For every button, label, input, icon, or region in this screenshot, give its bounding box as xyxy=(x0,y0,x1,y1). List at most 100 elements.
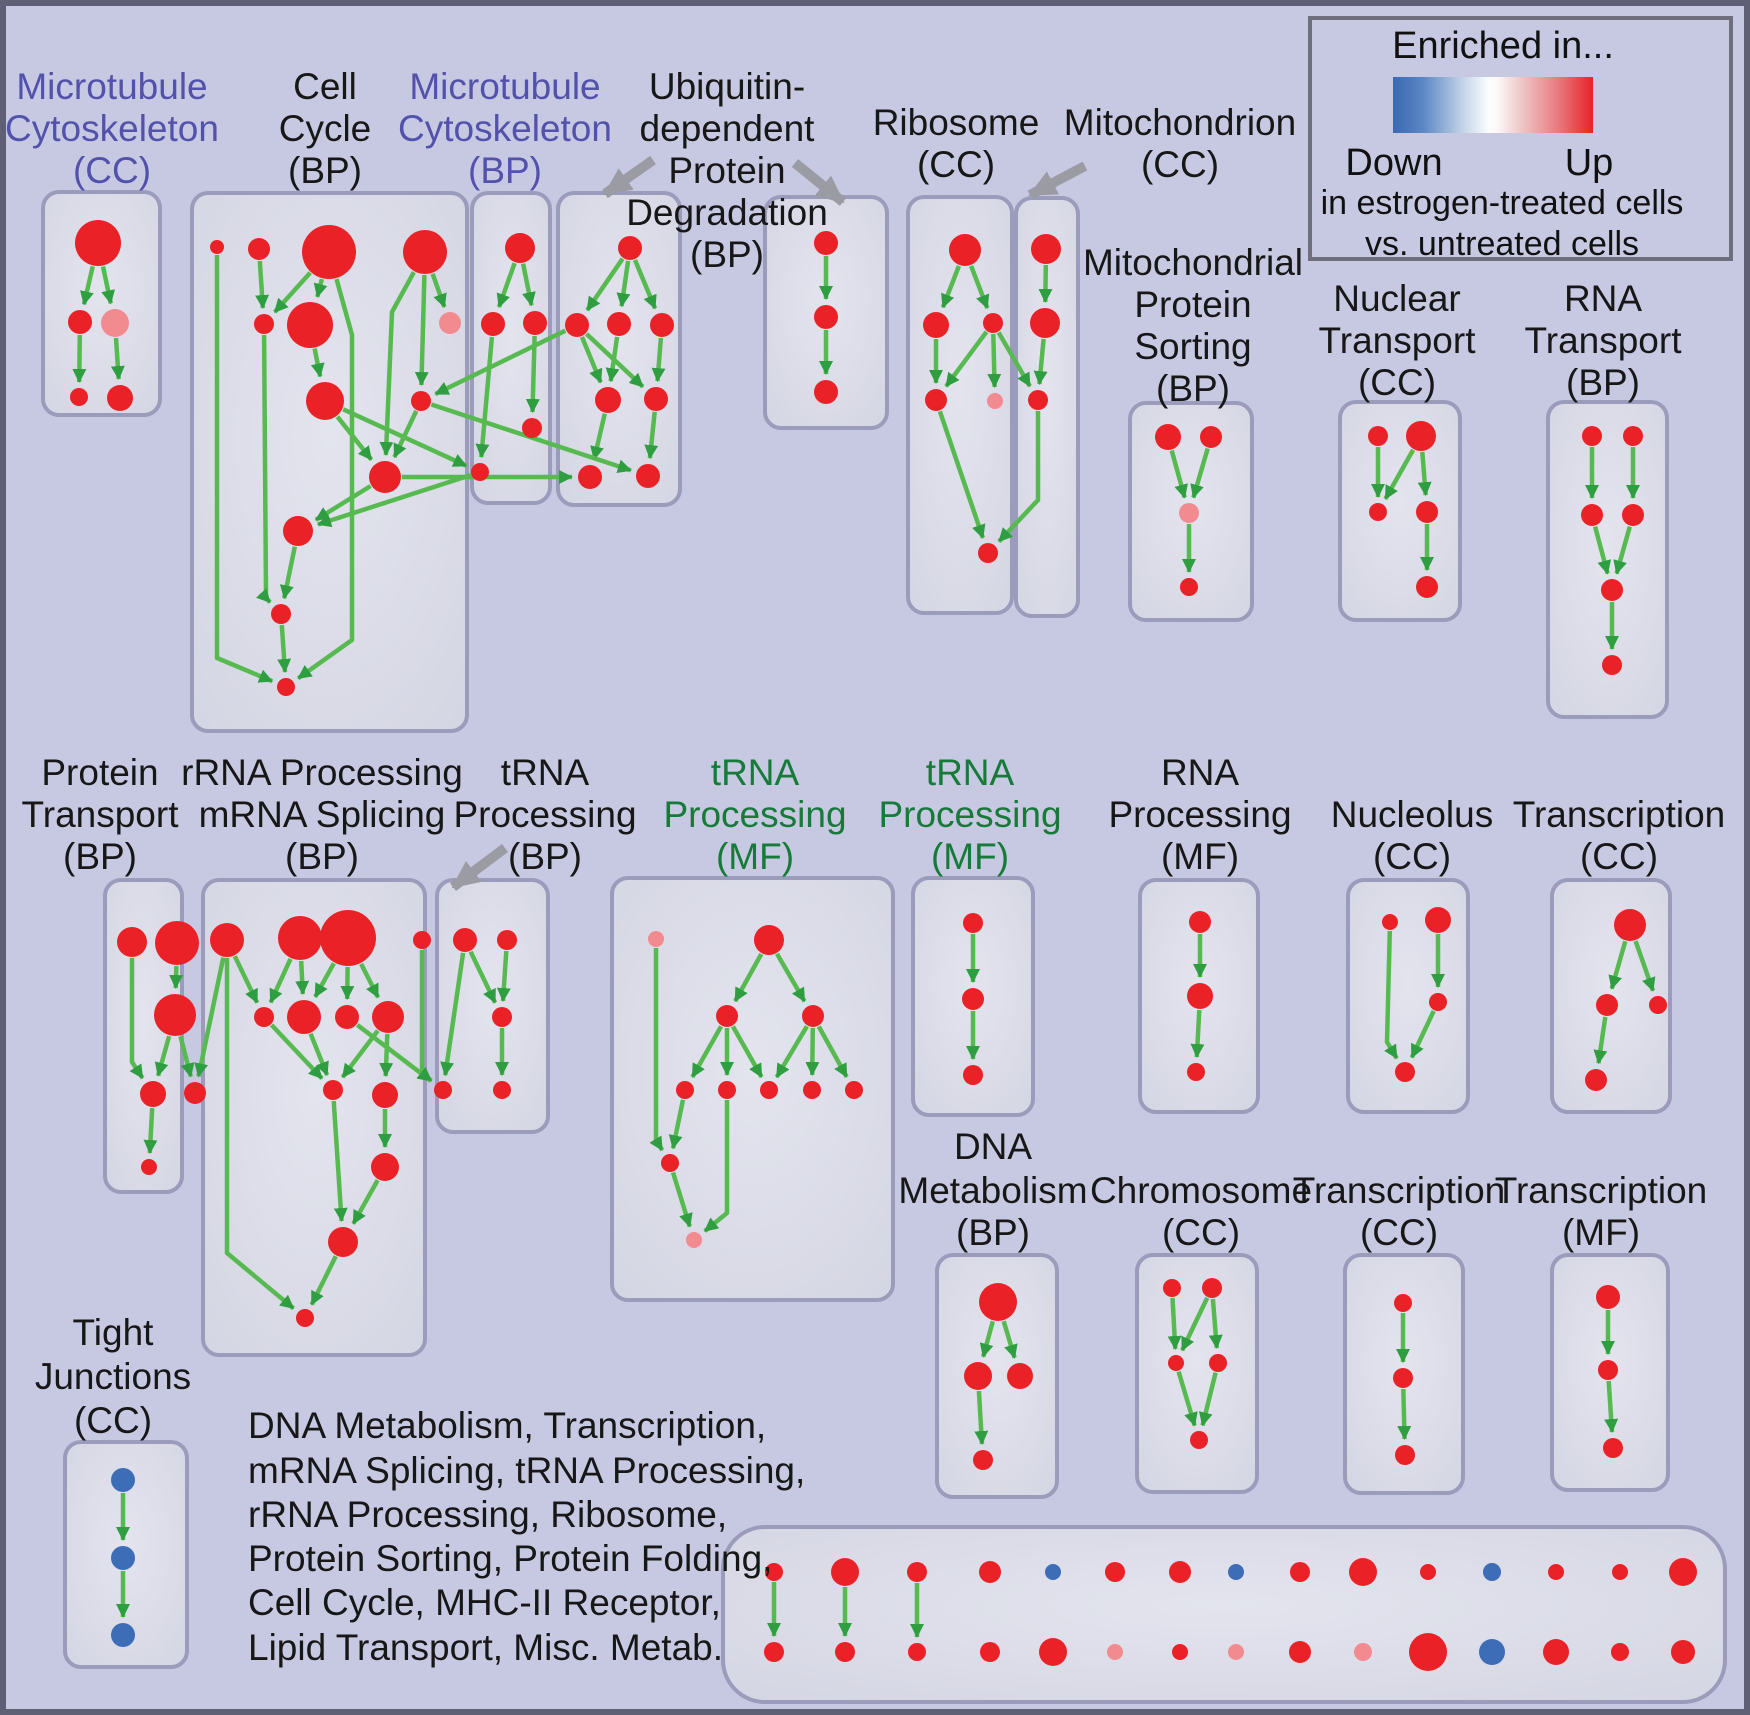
node-g10-mr xyxy=(1622,504,1644,526)
node-g2-n10 xyxy=(369,461,401,493)
edge-arrow xyxy=(775,952,807,1003)
grid-node-bottom-15 xyxy=(1671,1640,1695,1664)
grid-node-bottom-1 xyxy=(764,1642,784,1662)
edge-arrow xyxy=(1397,1388,1412,1440)
group-label-g2-line2: Cycle xyxy=(279,108,372,149)
edge-arrow xyxy=(414,274,429,386)
node-g14-b3 xyxy=(760,1081,778,1099)
node-g21-a xyxy=(1394,1294,1412,1312)
node-g14-b4 xyxy=(803,1081,821,1099)
edge-arrow xyxy=(434,328,567,397)
edge-arrow xyxy=(1613,525,1632,575)
node-g12-I xyxy=(320,910,376,966)
node-g18-lr xyxy=(1649,996,1667,1014)
group-label-g3-line3: (BP) xyxy=(468,150,542,191)
edge-arrow xyxy=(997,411,1041,543)
group-label-g1-line1: Microtubule xyxy=(16,66,207,107)
node-g10-ml xyxy=(1581,504,1603,526)
group-label-g11-line2: Transport xyxy=(22,794,180,835)
edge-arrow xyxy=(194,957,226,1078)
node-g5-c2 xyxy=(814,305,838,329)
edge-arrow xyxy=(268,957,293,1004)
node-g9-ll xyxy=(1369,503,1387,521)
node-g2-n8 xyxy=(306,382,344,420)
node-g15-a xyxy=(963,913,983,933)
group-label-g21-line1: Transcription xyxy=(1293,1170,1505,1211)
node-g13-q xyxy=(434,1081,452,1099)
node-g8-a xyxy=(1155,424,1181,450)
node-g5-c1 xyxy=(814,231,838,255)
group-label-g23-line2: Junctions xyxy=(35,1356,191,1397)
edge-arrow xyxy=(1167,1297,1182,1350)
group-label-g10-line3: (BP) xyxy=(1566,362,1640,403)
grid-node-top-13 xyxy=(1548,1564,1564,1580)
edge-arrow xyxy=(214,255,274,684)
edge-arrow xyxy=(1608,940,1628,990)
node-g17-br xyxy=(1425,907,1451,933)
grid-node-bottom-4 xyxy=(980,1642,1000,1662)
misc-note-line3: rRNA Processing, Ribosome, xyxy=(248,1494,727,1535)
node-g2-n12 xyxy=(283,516,313,546)
node-g9-lr xyxy=(1416,501,1438,523)
node-g6-top xyxy=(949,234,981,266)
edge-arrow xyxy=(379,1033,394,1077)
node-g12-G xyxy=(210,923,244,957)
edge-arrow xyxy=(816,1025,849,1078)
node-g10-b xyxy=(1602,655,1622,675)
node-g3-br xyxy=(522,418,542,438)
group-label-g1-line2: Cytoskeleton xyxy=(5,108,219,149)
node-g14-tp xyxy=(754,925,784,955)
node-g19-l xyxy=(964,1362,992,1390)
edge-arrow xyxy=(1190,1009,1205,1058)
node-g12-K xyxy=(254,1007,274,1027)
node-g14-b1 xyxy=(676,1081,694,1099)
node-g14-b2 xyxy=(718,1081,736,1099)
group-label-g16-line1: RNA xyxy=(1161,752,1239,793)
group-label-g7-line2: (CC) xyxy=(1141,144,1219,185)
group-label-g9-line3: (CC) xyxy=(1358,362,1436,403)
node-g11-a xyxy=(117,927,147,957)
node-g16-c xyxy=(1187,1063,1205,1081)
grid-node-bottom-9 xyxy=(1289,1641,1311,1663)
edge-arrow xyxy=(342,407,468,468)
node-g2-n13 xyxy=(271,604,291,624)
node-g22-b xyxy=(1598,1360,1618,1380)
group-label-g20-line2: (CC) xyxy=(1162,1212,1240,1253)
group-label-g11-line3: (BP) xyxy=(63,836,137,877)
node-g17-b xyxy=(1395,1062,1415,1082)
node-g12-N xyxy=(372,1001,404,1033)
node-g4-mc xyxy=(607,312,631,336)
node-g11-f xyxy=(141,1159,157,1175)
group-label-g13-line2: Processing xyxy=(453,794,636,835)
edge-arrow xyxy=(940,265,961,309)
edge-arrow xyxy=(1417,451,1432,497)
group-label-g8-line3: Sorting xyxy=(1134,326,1251,367)
grid-node-bottom-10 xyxy=(1354,1643,1372,1661)
grid-node-top-4 xyxy=(979,1561,1001,1583)
node-g14-ml xyxy=(716,1005,738,1027)
group-label-g15-line3: (MF) xyxy=(931,836,1009,877)
node-g9-b xyxy=(1416,576,1438,598)
edge-arrow xyxy=(277,624,292,673)
node-g17-m xyxy=(1429,993,1447,1011)
edge-arrow xyxy=(440,952,466,1077)
group-label-g4-line5: (BP) xyxy=(690,234,764,275)
group-label-g4-line3: Protein xyxy=(668,150,785,191)
node-g6-rp xyxy=(987,393,1003,409)
edge-arrow xyxy=(309,1255,338,1306)
grid-node-top-9 xyxy=(1290,1562,1310,1582)
group-label-g14-line1: tRNA xyxy=(711,752,800,793)
node-g1-d xyxy=(70,388,88,406)
edge-arrow xyxy=(1633,940,1656,992)
node-g18-b xyxy=(1585,1069,1607,1091)
node-g14-mr xyxy=(802,1005,824,1027)
node-g2-n9 xyxy=(411,391,431,411)
edge-arrow xyxy=(1604,1380,1619,1433)
edge-arrow xyxy=(100,266,115,305)
node-g13-t2 xyxy=(497,930,517,950)
node-g2-n4 xyxy=(403,230,447,274)
legend-gradient-bar xyxy=(1393,77,1593,133)
node-g2-n6 xyxy=(287,302,333,348)
edge-arrow xyxy=(690,1025,724,1079)
edge-arrow xyxy=(1169,449,1188,499)
